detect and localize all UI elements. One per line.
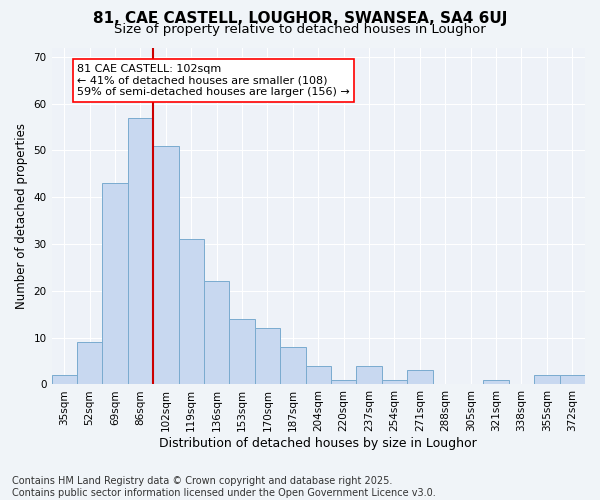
Text: 81, CAE CASTELL, LOUGHOR, SWANSEA, SA4 6UJ: 81, CAE CASTELL, LOUGHOR, SWANSEA, SA4 6… [93, 11, 507, 26]
Bar [179, 240, 204, 384]
Bar [280, 347, 305, 385]
Bar [255, 328, 280, 384]
Text: 81 CAE CASTELL: 102sqm
← 41% of detached houses are smaller (108)
59% of semi-de: 81 CAE CASTELL: 102sqm ← 41% of detached… [77, 64, 350, 97]
Y-axis label: Number of detached properties: Number of detached properties [15, 123, 28, 309]
Bar [128, 118, 153, 384]
Bar [229, 319, 255, 384]
Text: Contains HM Land Registry data © Crown copyright and database right 2025.
Contai: Contains HM Land Registry data © Crown c… [12, 476, 436, 498]
Bar [534, 375, 560, 384]
Bar [77, 342, 103, 384]
Bar [356, 366, 382, 384]
Bar [305, 366, 331, 384]
Bar [103, 183, 128, 384]
Bar [560, 375, 585, 384]
Text: Size of property relative to detached houses in Loughor: Size of property relative to detached ho… [114, 22, 486, 36]
X-axis label: Distribution of detached houses by size in Loughor: Distribution of detached houses by size … [160, 437, 477, 450]
Bar [382, 380, 407, 384]
Bar [204, 282, 229, 385]
Bar [407, 370, 433, 384]
Bar [52, 375, 77, 384]
Bar [484, 380, 509, 384]
Bar [331, 380, 356, 384]
Bar [153, 146, 179, 384]
